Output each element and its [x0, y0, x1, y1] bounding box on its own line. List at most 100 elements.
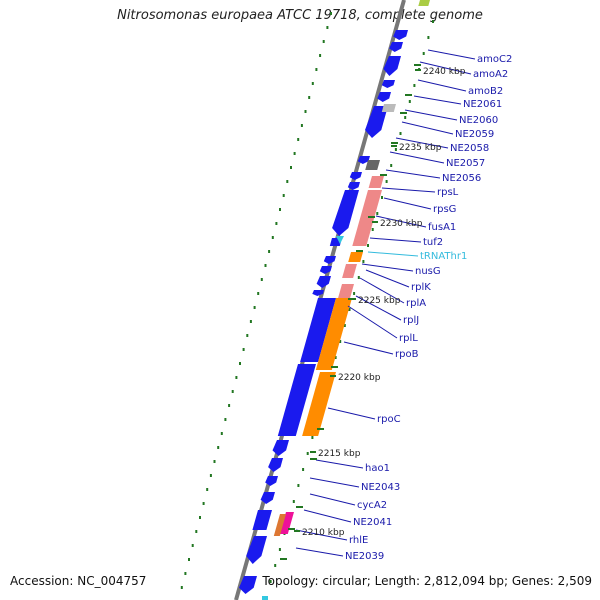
leader-line	[359, 277, 405, 304]
kbp-tick-mark	[330, 375, 336, 377]
gene-label-ne2061: NE2061	[463, 99, 502, 110]
leader-line	[343, 341, 394, 355]
leader-line	[395, 137, 449, 149]
trna-mark	[262, 596, 268, 600]
scale-dot	[297, 138, 300, 141]
kbp-tick-mark	[415, 69, 421, 71]
scale-dot	[293, 152, 296, 155]
cds-arrow	[319, 266, 332, 274]
scale-dot	[209, 474, 212, 477]
scale-dot	[239, 362, 241, 365]
cds-arrow	[377, 92, 391, 102]
tick-mark	[380, 174, 387, 176]
tick-mark	[331, 366, 338, 368]
scale-dot	[260, 278, 263, 281]
gene-label-amoa2: amoA2	[473, 69, 508, 80]
gene-label-ne2043: NE2043	[361, 482, 400, 493]
gene-label-ne2056: NE2056	[442, 173, 481, 184]
tick-mark	[400, 112, 407, 114]
kbp-tick-label: 2235 kbp	[399, 143, 442, 153]
topology-label: Topology: circular; Length: 2,812,094 bp…	[262, 574, 592, 588]
leader-line	[413, 95, 462, 105]
cds-arrow	[246, 536, 267, 564]
kbp-tick-mark	[350, 298, 356, 300]
scale-dot	[242, 348, 245, 351]
cds-arrow	[265, 476, 278, 486]
cds-arrow	[260, 492, 275, 504]
scale-dot	[249, 320, 252, 323]
scale-dot	[376, 212, 379, 215]
rrna-block	[337, 284, 354, 300]
leader-line	[303, 509, 352, 523]
leader-line	[309, 493, 356, 506]
scale-dot	[206, 488, 209, 491]
gene-label-ne2039: NE2039	[345, 551, 384, 562]
gene-label-rpll: rplL	[399, 333, 418, 344]
gene-label-rpsg: rpsG	[433, 204, 456, 215]
scale-dot	[228, 404, 231, 407]
tick-mark	[310, 458, 317, 460]
scale-dot	[334, 356, 337, 359]
tick-mark	[391, 142, 398, 144]
rrna-block	[342, 264, 357, 278]
rnap-block	[302, 372, 336, 436]
scale-dot	[213, 460, 216, 463]
leader-line	[361, 263, 414, 272]
scale-dot	[404, 116, 407, 119]
leader-line	[401, 121, 454, 135]
scale-dot	[311, 436, 314, 439]
leader-line	[365, 269, 410, 288]
scale-dot	[264, 264, 267, 267]
gene-label-rpob: rpoB	[395, 349, 419, 360]
scale-dot	[362, 260, 365, 263]
cds-arrow	[268, 458, 283, 472]
rrna-block	[352, 190, 382, 246]
gray-feature	[365, 160, 380, 170]
tick-mark	[288, 528, 295, 530]
rnap-block	[348, 252, 363, 262]
leader-line	[315, 459, 364, 469]
cds-arrow	[332, 190, 359, 236]
cds-arrow	[312, 290, 324, 296]
cds-arrow	[239, 576, 257, 594]
leader-line	[427, 49, 476, 60]
scale-dot	[217, 446, 220, 449]
scale-dot	[306, 452, 309, 455]
leader-line	[389, 151, 445, 164]
gene-label-ne2059: NE2059	[455, 129, 494, 140]
scale-dot	[302, 468, 305, 471]
rrna-block	[368, 176, 384, 188]
scale-dot	[311, 82, 314, 85]
scale-dot	[367, 244, 369, 247]
scale-dot	[286, 180, 289, 183]
scale-dot	[432, 20, 434, 23]
scale-dot	[224, 418, 227, 421]
gene-label-rhle: rhlE	[349, 535, 368, 546]
tick-mark	[317, 428, 324, 430]
scale-dot	[390, 164, 393, 167]
kbp-tick-mark	[294, 530, 300, 532]
cds-arrow	[383, 56, 401, 76]
scale-dot	[202, 502, 205, 505]
scale-dot	[399, 132, 402, 135]
leader-line	[381, 187, 436, 193]
scale-dot	[292, 500, 295, 503]
kbp-tick-label: 2240 kbp	[423, 67, 466, 77]
scale-dot	[300, 124, 303, 127]
scale-dot	[274, 564, 277, 567]
leader-line	[327, 407, 376, 420]
scale-dot	[191, 544, 194, 547]
misc-block	[279, 512, 294, 534]
scale-dot	[278, 548, 281, 551]
scale-dot	[353, 292, 356, 295]
leader-line	[404, 109, 458, 121]
scale-dot	[297, 484, 300, 487]
leader-line	[355, 295, 402, 321]
leader-line	[419, 61, 472, 75]
tick-mark	[405, 94, 412, 96]
scale-dot	[326, 26, 329, 29]
scale-dot	[319, 54, 322, 57]
scale-dot	[246, 334, 249, 337]
tick-mark	[296, 506, 303, 508]
